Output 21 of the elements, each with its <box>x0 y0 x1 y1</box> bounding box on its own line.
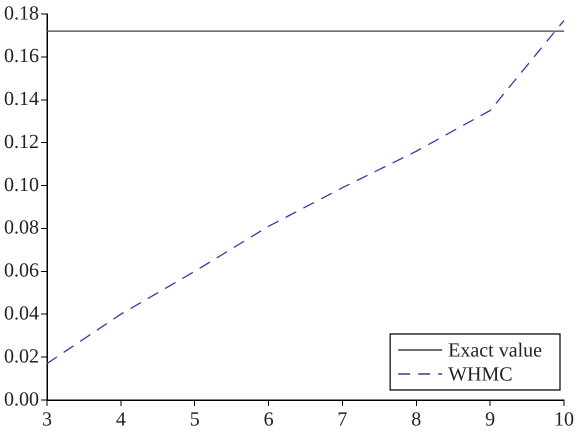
x-tick-label: 10 <box>554 408 574 430</box>
y-tick-label: 0.10 <box>4 174 39 196</box>
x-tick-label: 9 <box>485 408 496 430</box>
y-tick-label: 0.02 <box>4 345 39 368</box>
x-tick-label: 4 <box>116 408 126 430</box>
x-tick-label: 8 <box>411 408 422 430</box>
y-tick-label: 0.00 <box>4 388 39 410</box>
legend-label: Exact value <box>448 339 542 362</box>
x-tick-label: 3 <box>42 408 52 430</box>
y-tick-label: 0.16 <box>4 45 39 68</box>
y-tick-label: 0.12 <box>4 130 39 153</box>
y-tick-label: 0.04 <box>4 302 39 324</box>
x-tick-label: 5 <box>190 408 200 430</box>
y-tick-label: 0.14 <box>4 88 39 110</box>
y-tick-label: 0.06 <box>4 260 39 282</box>
line-series <box>47 20 564 364</box>
legend-label: WHMC <box>448 363 513 386</box>
y-tick-label: 0.18 <box>4 2 39 24</box>
x-tick-label: 7 <box>337 408 348 430</box>
y-tick-label: 0.08 <box>4 216 39 239</box>
x-tick-label: 6 <box>264 408 274 430</box>
